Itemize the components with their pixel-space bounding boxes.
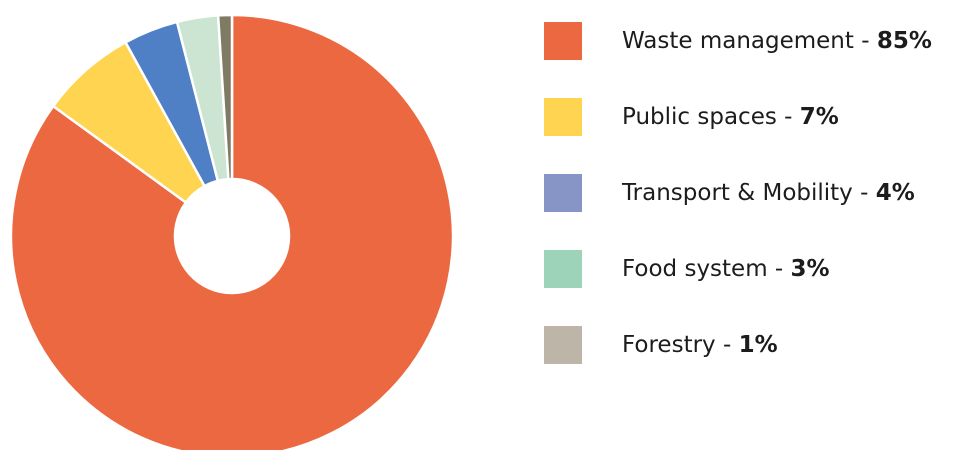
legend-item-food-system: Food system - 3% bbox=[544, 250, 979, 326]
legend-swatch bbox=[544, 22, 582, 60]
legend-category: Forestry - bbox=[622, 332, 739, 358]
legend-item-transport-mobility: Transport & Mobility - 4% bbox=[544, 174, 979, 250]
legend-label: Transport & Mobility - 4% bbox=[622, 176, 915, 210]
legend-label: Forestry - 1% bbox=[622, 328, 778, 362]
legend-item-public-spaces: Public spaces - 7% bbox=[544, 98, 979, 174]
legend-swatch bbox=[544, 326, 582, 364]
legend-label: Food system - 3% bbox=[622, 252, 830, 286]
legend-percent: 7% bbox=[799, 104, 839, 130]
legend-percent: 4% bbox=[875, 180, 915, 206]
legend-swatch bbox=[544, 98, 582, 136]
legend-percent: 85% bbox=[876, 28, 932, 54]
legend-category: Public spaces - bbox=[622, 104, 800, 130]
legend-item-forestry: Forestry - 1% bbox=[544, 326, 979, 402]
legend-swatch bbox=[544, 250, 582, 288]
donut-chart bbox=[9, 13, 455, 450]
slice-waste-management bbox=[9, 13, 455, 450]
legend-category: Transport & Mobility - bbox=[622, 180, 876, 206]
legend-item-waste-management: Waste management - 85% bbox=[544, 22, 979, 98]
legend-label: Waste management - 85% bbox=[622, 24, 932, 58]
slice-forestry bbox=[216, 13, 234, 181]
legend-category: Food system - bbox=[622, 256, 791, 282]
legend-swatch bbox=[544, 174, 582, 212]
legend-category: Waste management - bbox=[622, 28, 877, 54]
legend-percent: 3% bbox=[790, 256, 830, 282]
legend-label: Public spaces - 7% bbox=[622, 100, 839, 134]
legend: Waste management - 85% Public spaces - 7%… bbox=[544, 22, 979, 402]
legend-percent: 1% bbox=[738, 332, 778, 358]
